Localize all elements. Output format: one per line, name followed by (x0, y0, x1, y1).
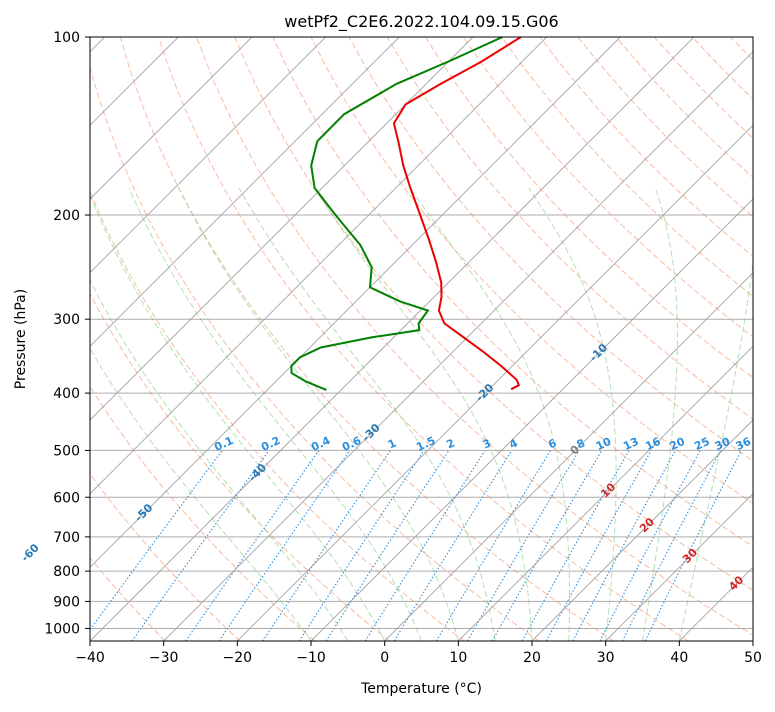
isotherm-line (16, 37, 620, 641)
y-tick-label: 800 (53, 564, 80, 580)
dry-adiabat-line (425, 37, 775, 641)
dry-adiabat-line (502, 37, 775, 641)
dry-adiabat-line (387, 37, 775, 641)
dry-adiabat-line (311, 37, 775, 641)
mixing-ratio-label: 6 (546, 436, 559, 451)
mixing-ratio-line (546, 450, 651, 641)
isotherm-line (458, 37, 775, 641)
y-tick-label: 200 (53, 208, 80, 224)
isotherm-label: -30 (360, 421, 383, 444)
mixing-ratio-label: 0.2 (259, 434, 282, 454)
dry-adiabat-line (692, 37, 775, 641)
isotherm-label: -20 (473, 381, 496, 404)
isotherm-line (753, 37, 775, 641)
x-tick-label: 30 (597, 650, 615, 666)
mixing-ratio-line (468, 450, 580, 641)
x-tick-label: 50 (744, 650, 762, 666)
isotherm-line (0, 37, 326, 641)
y-tick-label: 1000 (44, 621, 80, 637)
x-tick-label: −40 (75, 650, 105, 666)
mixing-ratio-label: 1.5 (414, 434, 437, 454)
y-tick-label: 600 (53, 490, 80, 506)
mixing-ratio-label: 3 (481, 436, 493, 451)
isotherm-line (385, 37, 775, 641)
y-axis-label: Pressure (hPa) (13, 289, 29, 389)
mixing-ratio-line (622, 450, 720, 641)
y-tick-label: 500 (53, 443, 80, 459)
x-tick-label: 0 (380, 650, 389, 666)
mixing-ratio-line (365, 450, 485, 641)
y-tick-label: 900 (53, 594, 80, 610)
moist-adiabat-line (179, 188, 459, 641)
isotherm-line (0, 37, 399, 641)
isotherm-line (311, 37, 775, 641)
mixing-ratio-line (82, 450, 222, 641)
moist-adiabat-line (314, 188, 532, 641)
x-axis-label: Temperature (°C) (360, 681, 482, 697)
x-tick-label: 10 (449, 650, 467, 666)
mixing-ratio-line (326, 450, 449, 641)
mixing-ratio-label: 0.4 (309, 434, 332, 454)
y-tick-label: 400 (53, 386, 80, 402)
mixing-ratio-label: 0.1 (212, 434, 235, 454)
y-tick-label: 700 (53, 530, 80, 546)
isotherm-line (90, 37, 694, 641)
y-tick-label: 100 (53, 30, 80, 46)
x-tick-label: −10 (296, 650, 326, 666)
temperature-profile-line (394, 37, 521, 389)
x-tick-label: −30 (149, 650, 179, 666)
dry-adiabat-line (0, 37, 315, 641)
mixing-ratio-label: 1 (386, 436, 398, 451)
mixing-ratio-line (299, 450, 424, 641)
x-tick-label: 40 (670, 650, 688, 666)
mixing-ratio-line (219, 450, 350, 641)
moist-adiabat-line (643, 188, 678, 641)
mixing-ratio-line (263, 450, 391, 641)
dry-adiabat-line (769, 37, 775, 641)
mixing-ratio-label: 4 (507, 436, 520, 451)
y-tick-label: 300 (53, 312, 80, 328)
mixing-ratio-line (394, 450, 512, 641)
dry-adiabat-line (654, 37, 775, 641)
mixing-ratio-line (573, 450, 676, 641)
isotherm-label: -60 (19, 541, 42, 564)
mixing-ratio-line (522, 450, 629, 641)
dry-adiabat-line (349, 37, 775, 641)
dry-adiabat-line (82, 37, 539, 641)
moist-adiabat-line (129, 188, 422, 641)
dry-adiabat-line (464, 37, 775, 641)
x-tick-label: −20 (223, 650, 253, 666)
x-tick-label: 20 (523, 650, 541, 666)
chart-title: wetPf2_C2E6.2022.104.09.15.G06 (284, 12, 558, 32)
mixing-ratio-label: 2 (444, 436, 456, 451)
